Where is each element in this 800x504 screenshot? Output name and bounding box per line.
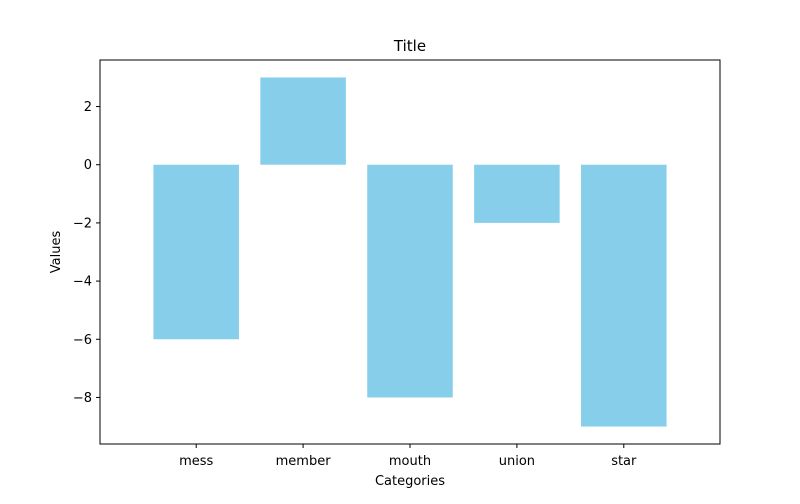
y-axis-label: Values <box>49 231 64 274</box>
bar-mess <box>153 164 239 340</box>
y-axis-ticks: 2 0 −2 −4 −6 −8 <box>73 100 100 406</box>
x-tick-label-member: member <box>276 454 332 469</box>
y-tick-label: −6 <box>73 333 92 348</box>
y-tick-label: 2 <box>84 100 92 115</box>
bar-union <box>474 164 560 223</box>
bar-mouth <box>367 164 453 398</box>
x-tick-label-mess: mess <box>179 454 213 469</box>
x-axis-label: Categories <box>375 474 445 489</box>
bars-group <box>153 77 667 427</box>
bar-star <box>581 164 667 427</box>
y-tick-label: −2 <box>73 216 92 231</box>
x-axis-ticks: mess member mouth union star <box>179 444 637 469</box>
y-tick-label: −8 <box>73 391 92 406</box>
bar-member <box>260 77 346 165</box>
x-tick-label-star: star <box>611 454 637 469</box>
x-tick-label-union: union <box>499 454 535 469</box>
x-tick-label-mouth: mouth <box>389 454 431 469</box>
chart-title: Title <box>393 37 426 55</box>
y-tick-label: 0 <box>84 158 92 173</box>
y-tick-label: −4 <box>73 275 92 290</box>
